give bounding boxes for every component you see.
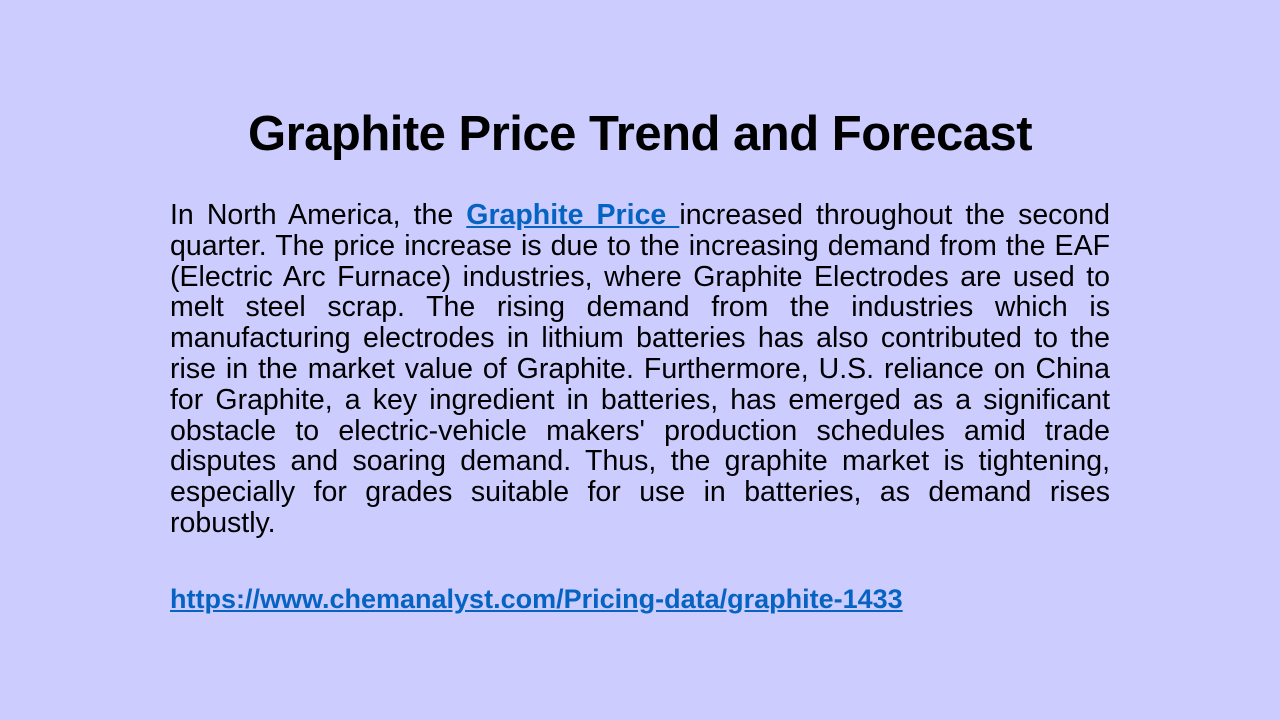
- text: increased throughout the second quarter.…: [170, 199, 1110, 539]
- text: In North America, the: [170, 199, 467, 231]
- title: Graphite Price Trend and Forecast: [247, 107, 1033, 161]
- url-line: https://www.chemanalyst.com/Pricing-data…: [170, 582, 903, 616]
- url-link[interactable]: https://www.chemanalyst.com/Pricing-data…: [170, 584, 903, 614]
- link[interactable]: Graphite Price: [466, 199, 680, 231]
- paragraph: In North America, the Graphite Price inc…: [170, 200, 1110, 539]
